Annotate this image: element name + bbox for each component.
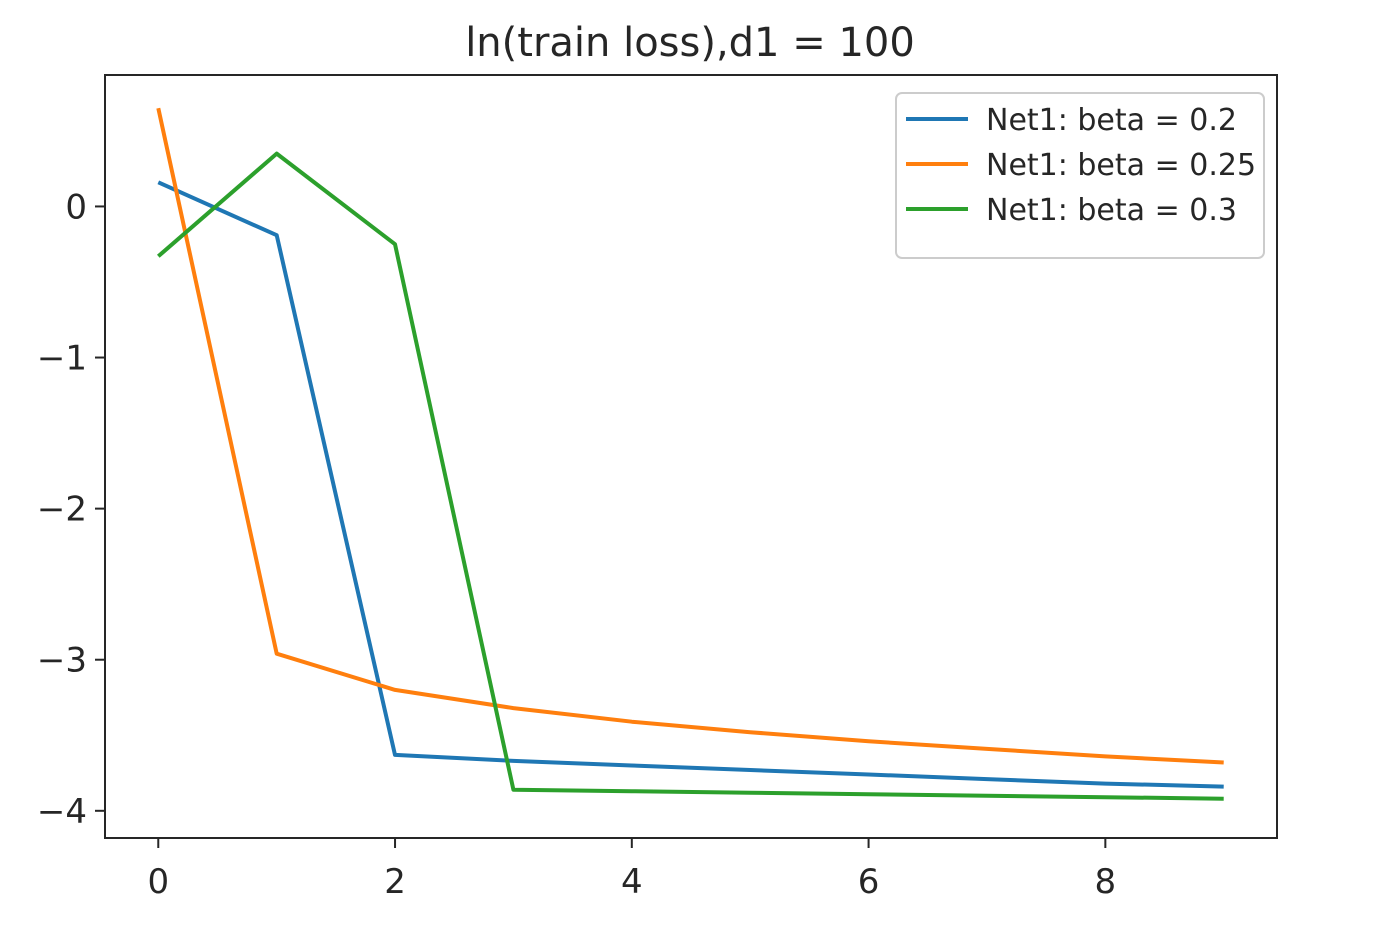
chart-title: ln(train loss),d1 = 100 <box>465 20 915 66</box>
legend-label-3: Net1: beta = 0.3 <box>986 193 1237 228</box>
y-axis: 0 −1 −2 −3 −4 <box>37 187 105 832</box>
series-line-2 <box>156 107 1224 765</box>
y-tick-label: −2 <box>37 490 87 530</box>
series-layer <box>156 107 1224 801</box>
x-tick-label: 0 <box>147 862 169 902</box>
x-tick-label: 6 <box>858 862 880 902</box>
y-tick-label: −3 <box>37 641 87 681</box>
y-tick-label: −1 <box>37 339 87 379</box>
legend-box <box>895 92 1265 259</box>
x-tick-label: 8 <box>1095 862 1117 902</box>
series-line-1 <box>157 180 1224 789</box>
y-tick-label: −4 <box>37 792 87 832</box>
legend-label-2: Net1: beta = 0.25 <box>986 148 1256 183</box>
x-axis: 0 2 4 6 8 <box>147 838 1116 902</box>
series-line-3 <box>156 151 1224 801</box>
legend-label-1: Net1: beta = 0.2 <box>986 103 1237 138</box>
legend: Net1: beta = 0.2 Net1: beta = 0.25 Net1: b… <box>895 92 1265 259</box>
y-tick-label: 0 <box>65 187 87 227</box>
x-tick-label: 4 <box>621 862 643 902</box>
x-tick-label: 2 <box>384 862 406 902</box>
